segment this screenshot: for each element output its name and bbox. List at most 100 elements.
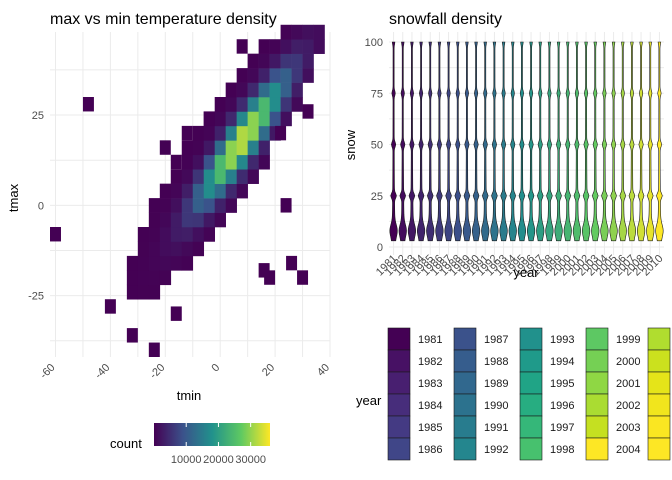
heatmap-cell <box>137 241 150 257</box>
heatmap-cell <box>247 154 259 170</box>
violin-shape <box>444 41 453 242</box>
heatmap-cell <box>148 227 161 242</box>
heatmap-x-tick-label: 40 <box>315 362 332 379</box>
year-legend-swatch <box>585 327 609 351</box>
colorbar-title: count <box>110 436 142 451</box>
heatmap-cell <box>192 154 205 170</box>
heatmap-cell <box>159 212 172 228</box>
heatmap-cell <box>258 125 270 141</box>
year-legend-swatch <box>585 371 609 395</box>
violin-shape <box>508 41 517 242</box>
heatmap-y-tick-label: 25 <box>32 110 44 122</box>
heatmap-cell <box>170 169 183 184</box>
heatmap-y-tick-label: -25 <box>28 291 44 303</box>
heatmap-cell <box>203 140 216 156</box>
violin-shape <box>591 41 600 242</box>
year-legend-label: 2002 <box>616 400 640 412</box>
heatmap-cell <box>159 198 172 213</box>
heatmap-cell <box>258 97 270 112</box>
colorbar-ticks: 10000 20000 30000 <box>171 423 266 466</box>
violin-shape <box>453 41 462 242</box>
heatmap-cell <box>159 270 172 286</box>
violin-title: snowfall density <box>389 11 502 28</box>
heatmap-cell <box>170 212 183 228</box>
heatmap-cell <box>170 183 183 199</box>
heatmap-cell <box>313 24 325 40</box>
heatmap-title: max vs min temperature density <box>50 11 277 28</box>
year-legend-swatch <box>453 415 477 439</box>
heatmap-cell <box>148 284 161 300</box>
heatmap-cell <box>159 183 172 199</box>
year-legend-swatch <box>585 349 609 373</box>
heatmap-cell <box>148 212 161 228</box>
heatmap-cell <box>203 154 216 170</box>
colorbar-tick-label: 20000 <box>203 454 234 466</box>
heatmap-cell <box>225 169 237 184</box>
heatmap-cell <box>203 227 216 242</box>
year-legend-label: 1994 <box>550 356 574 368</box>
violin-shape <box>481 41 490 242</box>
heatmap-cell <box>203 198 216 213</box>
count-colorbar: count 10000 20000 30000 <box>110 423 270 466</box>
year-legend-swatch <box>519 393 543 417</box>
heatmap-x-ticks: -60 -40 -20 0 20 40 <box>38 362 332 382</box>
heatmap-y-axis-label: tmax <box>6 183 21 212</box>
heatmap-cell <box>170 198 183 213</box>
year-legend-label: 1993 <box>550 334 574 346</box>
heatmap-cell <box>170 227 183 242</box>
violin-y-tick-label: 0 <box>377 242 383 254</box>
heatmap-cell <box>192 169 205 184</box>
heatmap-cells <box>50 24 325 357</box>
heatmap-cell <box>148 198 161 213</box>
heatmap-cell <box>225 111 237 127</box>
violin-y-tick-label: 50 <box>371 140 383 152</box>
year-legend-swatch <box>387 327 411 351</box>
heatmap-cell <box>203 183 216 199</box>
heatmap-cell <box>258 111 270 127</box>
heatmap-cell <box>236 68 248 83</box>
violin-shape <box>618 41 627 242</box>
heatmap-x-tick-label: 0 <box>210 362 223 375</box>
colorbar-tick-label: 10000 <box>171 454 202 466</box>
heatmap-cell <box>159 241 172 257</box>
year-legend-label: 1986 <box>418 444 442 456</box>
year-legend-label: 1998 <box>550 444 574 456</box>
year-legend-swatch <box>585 437 609 461</box>
violin-panel: snowfall density 0 25 50 75 100 198119821983… <box>343 11 666 280</box>
heatmap-cell <box>214 169 226 184</box>
violin-y-ticks: 0 25 50 75 100 <box>365 37 383 254</box>
year-legend-label: 1996 <box>550 400 574 412</box>
heatmap-cell <box>236 169 248 184</box>
heatmap-x-axis-label: tmin <box>177 388 202 403</box>
heatmap-cell <box>214 198 226 213</box>
violin-shape <box>499 41 508 242</box>
violin-y-tick-label: 100 <box>365 37 383 49</box>
heatmap-cell <box>247 53 259 69</box>
heatmap-panel: max vs min temperature density -60 -40 -20… <box>6 11 332 403</box>
heatmap-cell <box>181 183 194 199</box>
heatmap-cell <box>302 53 314 69</box>
violin-shape <box>554 41 563 242</box>
heatmap-cell <box>258 68 270 83</box>
heatmap-cell <box>269 68 281 83</box>
heatmap-cell <box>280 198 292 213</box>
heatmap-cell <box>214 111 226 127</box>
heatmap-cell <box>203 169 216 184</box>
violin-shape <box>490 41 499 242</box>
heatmap-cell <box>247 82 259 98</box>
year-legend-swatch <box>585 393 609 417</box>
heatmap-cell <box>159 255 172 271</box>
heatmap-cell <box>269 39 281 54</box>
heatmap-cell <box>302 104 314 119</box>
heatmap-cell <box>225 140 237 156</box>
heatmap-cell <box>192 227 205 242</box>
heatmap-cell <box>269 97 281 112</box>
year-legend: year 19811982198319841985198619871988198… <box>356 327 671 461</box>
violin-shape <box>517 41 527 242</box>
heatmap-cell <box>275 125 287 141</box>
violin-shape <box>435 41 444 242</box>
heatmap-cell <box>214 154 226 170</box>
violin-shape <box>581 41 591 242</box>
heatmap-cell <box>181 255 194 271</box>
